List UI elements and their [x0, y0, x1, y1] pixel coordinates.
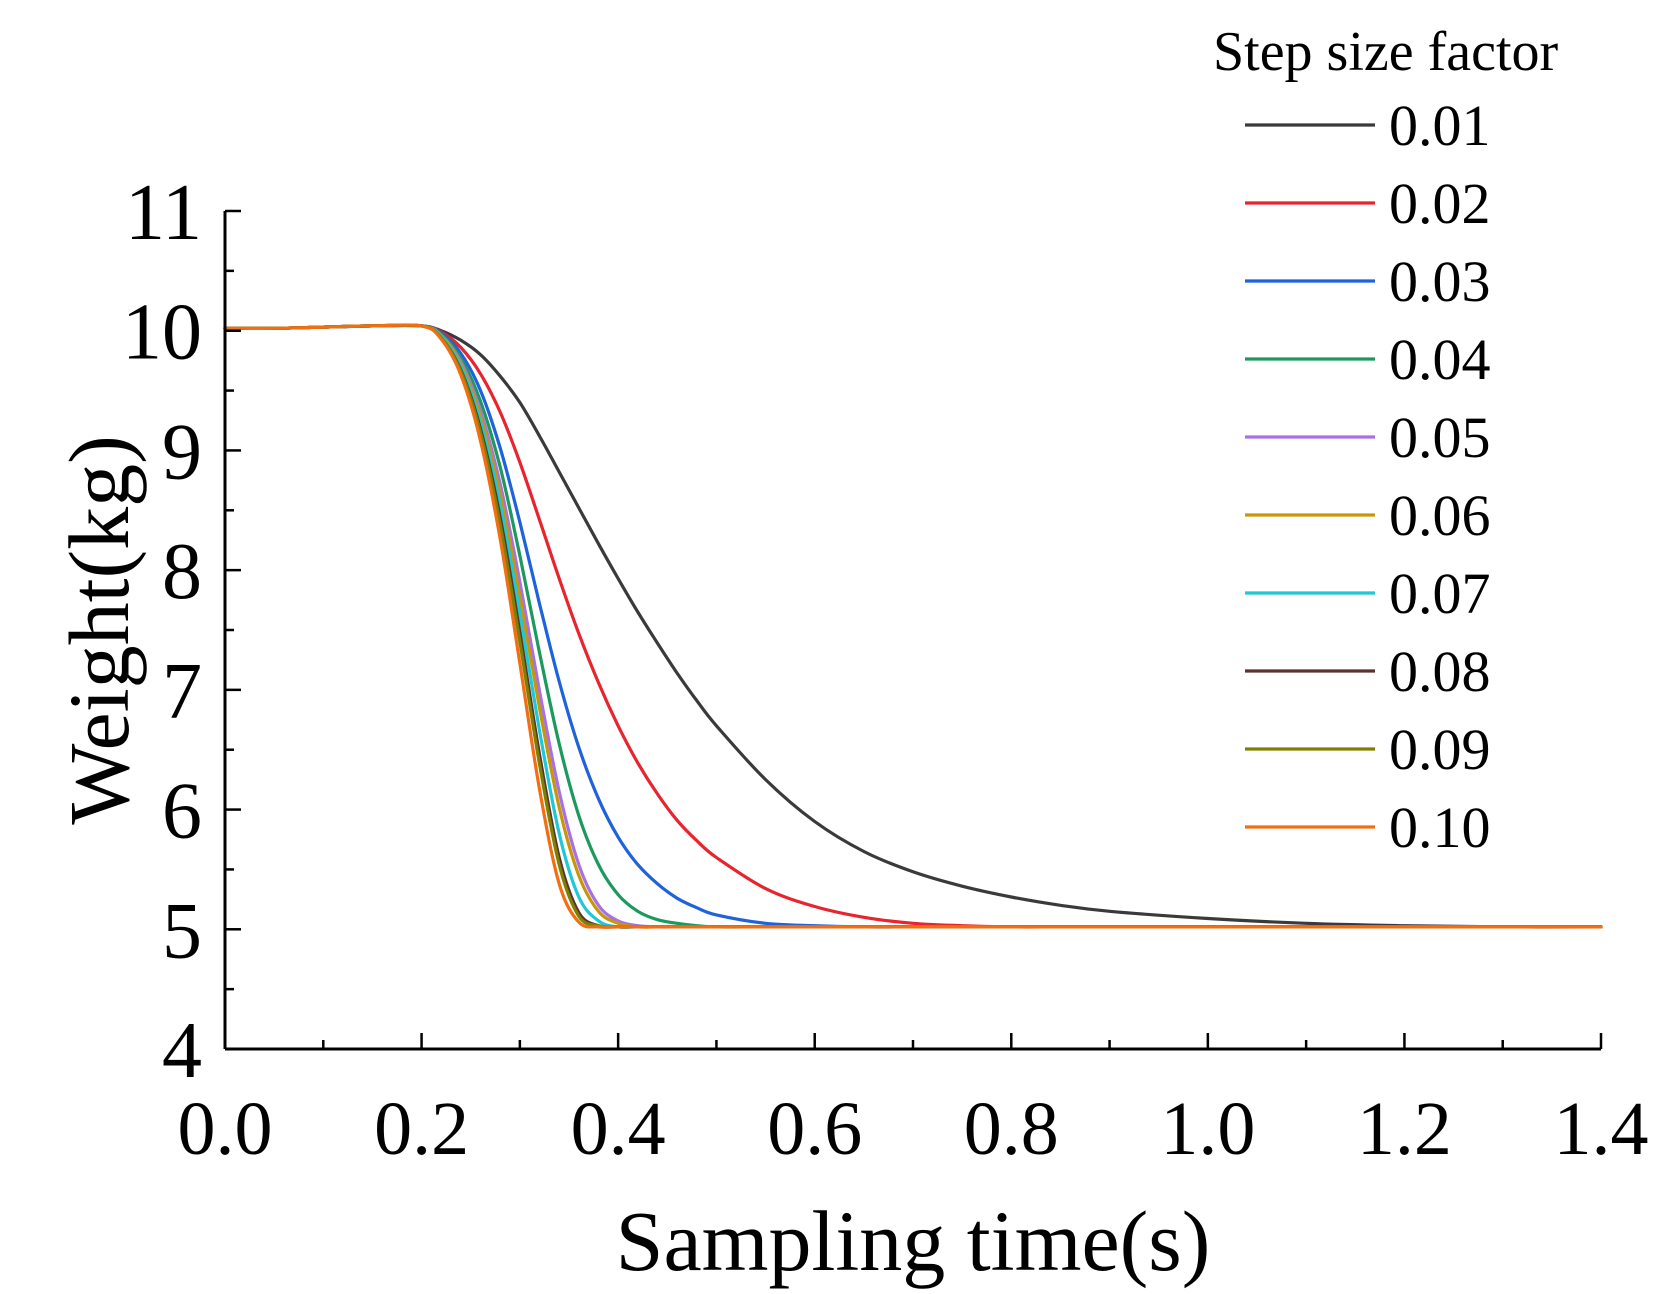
legend-label: 0.05	[1389, 405, 1491, 470]
x-tick-label: 0.4	[571, 1087, 666, 1171]
series-group	[223, 323, 1603, 929]
legend-label: 0.02	[1389, 171, 1491, 236]
y-tick-label: 8	[162, 528, 202, 616]
legend-label: 0.06	[1389, 483, 1491, 548]
x-axis-title: Sampling time(s)	[616, 1193, 1211, 1289]
legend-label: 0.09	[1389, 717, 1491, 782]
y-tick-label: 6	[162, 768, 202, 856]
y-tick-label: 9	[162, 408, 202, 496]
y-axis-title: Weight(kg)	[51, 435, 147, 825]
legend-label: 0.08	[1389, 639, 1491, 704]
y-tick-label: 10	[122, 289, 202, 377]
x-tick-label: 1.0	[1160, 1087, 1255, 1171]
x-tick-label: 1.4	[1554, 1087, 1649, 1171]
legend: Step size factor 0.01 0.02 0.03 0.04 0.05 0.0…	[1213, 21, 1559, 860]
series-line-0.01	[223, 323, 1603, 929]
legend-label: 0.01	[1389, 93, 1491, 158]
x-tick-label: 1.2	[1357, 1087, 1452, 1171]
x-tick-label: 0.2	[374, 1087, 469, 1171]
legend-label: 0.07	[1389, 561, 1491, 626]
x-tick-label: 0.6	[767, 1087, 862, 1171]
series-line-0.10	[223, 323, 1603, 929]
y-tick-label: 5	[162, 887, 202, 975]
x-tick-label: 0.0	[178, 1087, 273, 1171]
legend-title: Step size factor	[1213, 21, 1559, 83]
legend-label: 0.03	[1389, 249, 1491, 314]
x-tick-label: 0.8	[964, 1087, 1059, 1171]
ticks: 0.0 0.2 0.4 0.6 0.8 1.0 1.2 1.4 4 5 6 7 8 9 10 11	[122, 169, 1649, 1171]
legend-label: 0.04	[1389, 327, 1491, 392]
y-tick-label: 4	[162, 1007, 202, 1095]
y-tick-label: 7	[162, 648, 202, 736]
legend-label: 0.10	[1389, 795, 1491, 860]
y-tick-label: 11	[125, 169, 202, 257]
